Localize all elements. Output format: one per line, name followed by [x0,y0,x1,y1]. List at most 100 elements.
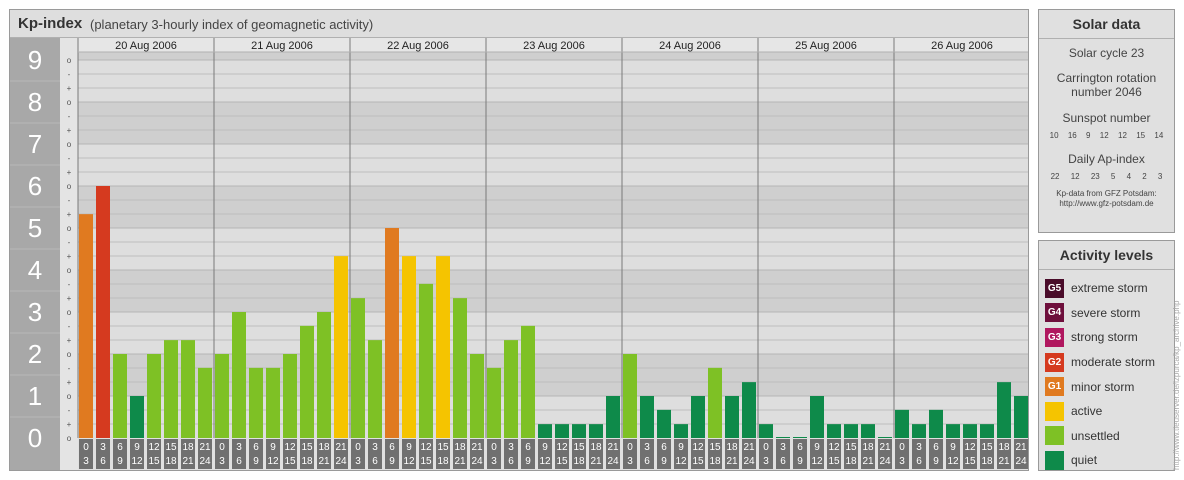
day-header-bg [78,38,214,52]
sunspot-value: 15 [1136,131,1146,140]
kp-bar [810,396,824,438]
kp-bar [436,256,450,438]
kp-bar [113,354,127,438]
interval-cell [79,439,93,469]
interval-end-label: 6 [372,456,378,467]
sunspot-values: 10 16 9 12 12 15 14 [1039,131,1174,140]
chart-title: Kp-index [18,15,83,32]
level-band [78,228,1028,270]
y-tick-label: 2 [28,339,42,369]
solar-data-panel: Solar data Solar cycle 23 Carrington rot… [1038,9,1175,233]
interval-cell [776,439,790,469]
interval-end-label: 12 [947,456,959,467]
interval-cell [317,439,331,469]
y-tick-label: 7 [28,129,42,159]
legend-label: strong storm [1071,330,1138,345]
day-header-bg [894,38,1028,52]
interval-end-label: 18 [301,456,313,467]
interval-end-label: 12 [267,456,279,467]
carrington-line-1: Carrington rotation [1056,71,1157,85]
interval-end-label: 15 [692,456,704,467]
interval-start-label: 15 [573,442,585,453]
interval-start-label: 18 [862,442,874,453]
interval-start-label: 0 [899,442,905,453]
interval-start-label: 15 [709,442,721,453]
interval-end-label: 18 [981,456,993,467]
sunspot-value: 14 [1154,131,1164,140]
y-tick-label: 8 [28,87,42,117]
interval-start-label: 18 [318,442,330,453]
interval-cell [351,439,365,469]
minor-tick-column [60,38,78,470]
interval-end-label: 3 [763,456,769,467]
interval-cell [453,439,467,469]
interval-end-label: 6 [644,456,650,467]
interval-end-label: 6 [100,456,106,467]
source-note: Kp-data from GFZ Potsdam: http://www.gfz… [1039,189,1174,209]
legend-label: severe storm [1071,305,1141,320]
kp-bar [759,424,773,438]
day-label: 24 Aug 2006 [659,40,721,52]
kp-bar [402,256,416,438]
day-header-bg [486,38,622,52]
kp-bar [419,283,433,438]
interval-end-label: 15 [148,456,160,467]
interval-start-label: 0 [83,442,89,453]
interval-end-label: 15 [964,456,976,467]
y-minor-tick-label: o [67,224,72,233]
interval-end-label: 6 [236,456,242,467]
y-minor-tick-label: o [67,350,72,359]
legend-label: active [1071,404,1103,419]
level-band [78,186,1028,228]
kp-bar [623,354,637,438]
interval-start-label: 6 [933,442,939,453]
interval-start-label: 0 [219,442,225,453]
y-minor-tick-label: - [68,406,71,415]
interval-end-label: 18 [573,456,585,467]
y-minor-tick-label: o [67,392,72,401]
interval-cell [232,439,246,469]
watermark-url: http://www.tieuserver.de/lzpurca/kp_arch… [1172,300,1181,470]
y-minor-tick-label: o [67,56,72,65]
y-minor-tick-label: - [68,238,71,247]
kp-bar [946,424,960,438]
interval-start-label: 3 [508,442,514,453]
day-label: 20 Aug 2006 [115,40,177,52]
legend-item: G3 strong storm [1045,325,1174,350]
day-header-bg [350,38,486,52]
interval-end-label: 24 [879,456,891,467]
kp-bar [844,424,858,438]
interval-start-label: 15 [437,442,449,453]
interval-end-label: 3 [491,456,497,467]
y-tick-label: 4 [28,255,42,285]
interval-start-label: 15 [845,442,857,453]
legend-item: G4 severe storm [1045,301,1174,326]
interval-start-label: 21 [199,442,211,453]
interval-start-label: 6 [661,442,667,453]
kp-bar [334,256,348,438]
kp-bar [147,354,161,438]
legend-item: unsettled [1045,424,1174,449]
ap-value: 4 [1126,172,1132,181]
interval-cell [742,439,756,469]
interval-cell [130,439,144,469]
y-minor-tick-label: o [67,140,72,149]
interval-cell [708,439,722,469]
y-tick-label: 5 [28,213,42,243]
ap-values: 22 12 23 5 4 2 3 [1039,172,1174,181]
legend-label: extreme storm [1071,281,1148,296]
interval-end-label: 12 [403,456,415,467]
interval-cell [793,439,807,469]
y-minor-tick-label: + [67,168,72,177]
kp-bar [980,424,994,438]
y-tick-label: 6 [28,171,42,201]
kp-bar [215,354,229,438]
interval-cell [929,439,943,469]
interval-start-label: 6 [389,442,395,453]
level-band [78,60,1028,102]
interval-cell [487,439,501,469]
interval-start-label: 12 [556,442,568,453]
interval-cell [419,439,433,469]
kp-bar [538,424,552,438]
interval-end-label: 24 [471,456,483,467]
